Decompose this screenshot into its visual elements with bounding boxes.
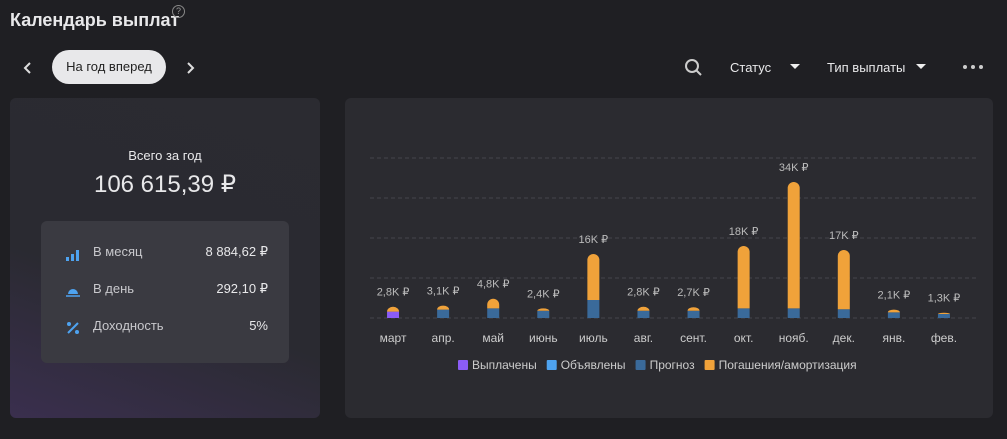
help-icon[interactable]: ? — [172, 5, 185, 18]
bar-segment — [537, 308, 550, 311]
total-label: 2,7K ₽ — [677, 287, 710, 299]
bar-segment — [937, 312, 950, 314]
total-label: 4,8K ₽ — [477, 279, 510, 291]
chart-card: 2,8K ₽ март 3,1K ₽ апр. 4,8K ₽ май 2,4K ₽ июнь 1… — [345, 98, 993, 418]
x-tick-label: авг. — [634, 331, 653, 345]
prev-button[interactable] — [18, 58, 38, 78]
bar-segment — [687, 310, 700, 318]
row-value: 292,10 ₽ — [216, 281, 268, 296]
bar-segment — [787, 182, 800, 309]
bar-segment — [837, 250, 850, 310]
total-label: 2,1K ₽ — [878, 290, 911, 302]
row-label: В день — [93, 281, 135, 296]
bar-segment — [837, 309, 850, 318]
x-tick-label: июнь — [529, 331, 558, 345]
x-tick-label: нояб. — [779, 331, 809, 345]
total-label: 34K ₽ — [779, 162, 809, 174]
x-tick-label: май — [482, 331, 504, 345]
x-tick-label: март — [380, 331, 407, 345]
legend-swatch — [635, 360, 646, 370]
row-label: В месяц — [93, 244, 143, 259]
total-label: 2,8K ₽ — [627, 287, 660, 299]
dropdown-caret — [790, 64, 800, 69]
bar-segment — [487, 308, 500, 318]
legend-label: Объявлены — [561, 358, 626, 372]
legend-swatch — [546, 360, 557, 370]
row-value: 5% — [249, 318, 268, 333]
bar-segment — [937, 314, 950, 318]
x-tick-label: дек. — [833, 331, 855, 345]
row-value: 8 884,62 ₽ — [205, 244, 269, 259]
summary-row: Доходность 5% — [41, 318, 289, 338]
x-tick-label: сент. — [680, 331, 707, 345]
summary-row: В день 292,10 ₽ — [41, 281, 289, 301]
icon — [66, 250, 79, 261]
x-tick-label: окт. — [734, 331, 754, 345]
bar-segment — [737, 246, 750, 309]
search-button[interactable] — [683, 57, 705, 79]
bar-segment — [387, 311, 400, 318]
row-label: Доходность — [93, 318, 164, 333]
bar-segment — [487, 298, 500, 309]
bar-segment — [637, 310, 650, 318]
legend-label: Прогноз — [650, 358, 696, 372]
total-label: 18K ₽ — [729, 226, 759, 238]
summary-total: 106 615,39 ₽ — [93, 171, 237, 198]
total-label: 17K ₽ — [829, 230, 859, 242]
icon — [66, 289, 80, 297]
bar-segment — [587, 254, 600, 300]
total-label: 2,4K ₽ — [527, 288, 560, 300]
legend-label: Погашения/амортизация — [719, 358, 857, 372]
bar-segment — [787, 308, 800, 318]
x-tick-label: апр. — [432, 331, 455, 345]
summary-title: Всего за год — [128, 148, 202, 163]
bar-segment — [637, 306, 650, 311]
bar-segment — [537, 310, 550, 318]
type-filter[interactable]: Тип выплаты — [827, 60, 906, 75]
bar-segment — [437, 309, 450, 318]
x-tick-label: янв. — [882, 331, 905, 345]
legend-swatch — [458, 360, 468, 370]
more-button[interactable] — [962, 62, 984, 72]
summary-box: В месяц 8 884,62 ₽ В день 292,10 ₽ Доходно… — [41, 221, 289, 363]
bar-segment — [737, 308, 750, 318]
bar-segment — [887, 309, 900, 313]
period-button[interactable]: На год вперед — [52, 50, 166, 84]
bar-segment — [387, 306, 400, 312]
icon — [67, 322, 79, 334]
bar-segment — [887, 312, 900, 318]
bar-segment — [437, 305, 450, 310]
chart: 2,8K ₽ март 3,1K ₽ апр. 4,8K ₽ май 2,4K ₽ июнь 1… — [370, 157, 978, 372]
total-label: 2,8K ₽ — [377, 287, 410, 299]
page-title: Календарь выплат — [10, 10, 180, 30]
legend-swatch — [704, 360, 715, 370]
total-label: 16K ₽ — [579, 234, 609, 246]
total-label: 3,1K ₽ — [427, 286, 460, 298]
total-label: 1,3K ₽ — [928, 293, 961, 305]
status-filter[interactable]: Статус — [730, 60, 772, 75]
summary-card: Всего за год 106 615,39 ₽ В месяц 8 884,6… — [10, 98, 320, 418]
legend-label: Выплачены — [472, 358, 537, 372]
summary-row: В месяц 8 884,62 ₽ — [41, 244, 289, 264]
x-tick-label: июль — [579, 331, 608, 345]
dropdown-caret — [916, 64, 926, 69]
bar-segment — [687, 307, 700, 311]
bar-segment — [587, 300, 600, 318]
next-button[interactable] — [180, 58, 200, 78]
x-tick-label: фев. — [931, 331, 957, 345]
